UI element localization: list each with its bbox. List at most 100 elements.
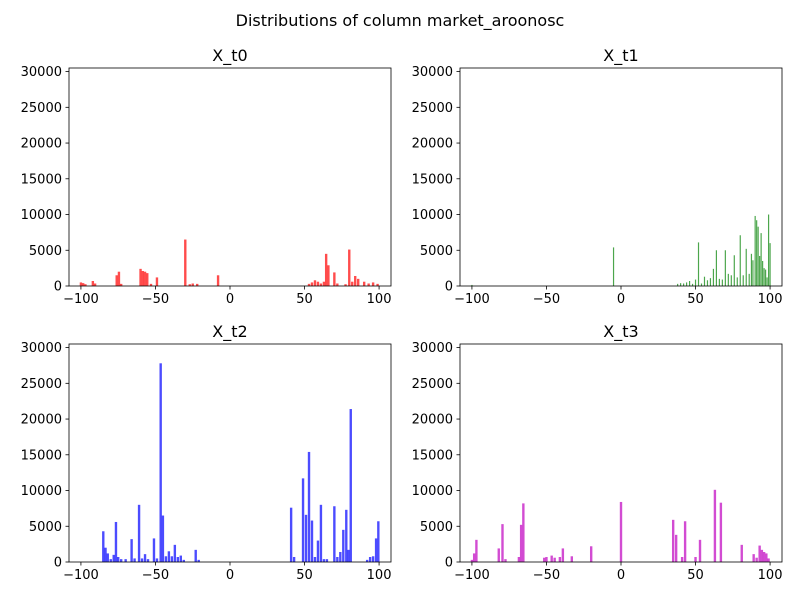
- histogram-bar: [739, 235, 741, 286]
- histogram-bar: [342, 529, 345, 562]
- histogram-bar: [758, 545, 761, 562]
- histogram-bar: [374, 538, 378, 562]
- y-tick-label: 5000: [420, 520, 453, 535]
- y-tick-label: 0: [54, 280, 62, 295]
- histogram-bar: [683, 283, 685, 286]
- y-tick-label: 25000: [412, 377, 453, 392]
- histogram-bar: [769, 243, 771, 286]
- histogram-bar: [674, 534, 678, 562]
- x-tick-label: 100: [758, 292, 783, 307]
- histogram-bar: [691, 283, 694, 286]
- histogram-bar: [376, 283, 379, 286]
- subplot-title: X_t0: [212, 46, 247, 66]
- histogram-bar: [760, 233, 762, 286]
- y-tick-label: 15000: [412, 448, 453, 463]
- histogram-bar: [104, 547, 107, 562]
- histogram-bar: [164, 556, 168, 562]
- histogram-bar: [700, 283, 703, 286]
- histogram-bar: [470, 559, 474, 562]
- figure-title: Distributions of column market_aroonosc: [236, 11, 565, 31]
- x-tick-label: 100: [367, 568, 392, 583]
- x-tick-label: −50: [533, 292, 560, 307]
- x-tick-label: −100: [63, 292, 99, 307]
- histogram-bar: [114, 521, 118, 562]
- histogram-bar: [767, 214, 770, 286]
- histogram-bar: [93, 283, 97, 286]
- histogram-bar: [149, 283, 153, 286]
- histogram-bar: [159, 363, 162, 562]
- histogram-bar: [501, 524, 504, 562]
- histogram-bar: [188, 284, 191, 286]
- histogram-bar: [336, 557, 339, 562]
- y-tick-label: 20000: [21, 413, 62, 428]
- y-tick-label: 15000: [412, 172, 453, 187]
- histogram-bar: [304, 514, 308, 562]
- histogram-bar: [146, 559, 150, 562]
- histogram-bar: [141, 270, 144, 286]
- histogram-bar: [91, 281, 95, 286]
- x-tick-label: 50: [296, 568, 313, 583]
- x-tick-label: 0: [617, 292, 625, 307]
- histogram-bar: [152, 538, 156, 562]
- histogram-bar: [327, 265, 330, 286]
- histogram-bar: [167, 551, 171, 562]
- histogram-bar: [703, 276, 706, 286]
- histogram-bar: [316, 540, 320, 562]
- histogram-bar: [497, 548, 500, 562]
- x-tick-label: 0: [617, 568, 625, 583]
- histogram-bar: [137, 504, 141, 562]
- histogram-bar: [139, 268, 142, 286]
- x-tick-label: 100: [758, 568, 783, 583]
- histogram-bar: [313, 280, 317, 286]
- histogram-bar: [694, 557, 697, 562]
- histogram-bar: [173, 544, 177, 562]
- histogram-bar: [362, 281, 366, 286]
- histogram-bar: [292, 557, 296, 562]
- histogram-bar: [301, 478, 305, 562]
- x-tick-label: −50: [142, 292, 169, 307]
- histogram-bar: [762, 551, 766, 562]
- histogram-bar: [84, 284, 87, 286]
- y-tick-label: 20000: [412, 137, 453, 152]
- histogram-bar: [347, 549, 350, 562]
- subplot-X_t3: −100 −50 0 50 100 0 5000 10000 15000 20000 25000 30…: [412, 322, 783, 583]
- histogram-bar: [109, 559, 112, 562]
- subplot-X_t2: −100 −50 0 50 100 0 5000 10000 15000 20000 25000 30…: [21, 322, 392, 583]
- histogram-bar: [119, 559, 123, 562]
- y-tick-label: 30000: [412, 65, 453, 80]
- histogram-bar: [471, 284, 473, 286]
- histogram-bar: [325, 559, 329, 562]
- histogram-bar: [742, 275, 744, 286]
- histogram-bar: [760, 549, 764, 562]
- histogram-bar: [316, 281, 320, 286]
- y-tick-label: 10000: [21, 484, 62, 499]
- y-tick-label: 5000: [29, 244, 62, 259]
- histogram-bar: [322, 281, 326, 286]
- histogram-bar: [733, 255, 735, 286]
- histogram-bar: [519, 524, 523, 562]
- histogram-bar: [745, 248, 747, 286]
- y-tick-label: 25000: [21, 377, 62, 392]
- histogram-bar: [119, 283, 123, 286]
- histogram-bar: [106, 553, 109, 562]
- histogram-bar: [680, 557, 684, 562]
- histogram-bar: [357, 278, 360, 286]
- histogram-bars: [470, 489, 770, 562]
- histogram-bar: [146, 273, 149, 286]
- histogram-bar: [196, 283, 199, 286]
- histogram-bar: [371, 282, 375, 286]
- histogram-bar: [344, 284, 347, 286]
- y-tick-label: 30000: [412, 341, 453, 356]
- histogram-bar: [319, 504, 323, 562]
- histogram-bar: [133, 558, 136, 562]
- histogram-bar: [522, 503, 525, 562]
- subplot-X_t0: −100 −50 0 50 100 0 5000 10000 15000 20000 25000 30…: [21, 46, 392, 307]
- histogram-bar: [191, 283, 194, 286]
- x-tick-label: −100: [454, 568, 490, 583]
- y-tick-label: 10000: [21, 208, 62, 223]
- y-tick-label: 5000: [420, 244, 453, 259]
- x-tick-label: 0: [226, 292, 234, 307]
- histogram-bar: [184, 239, 187, 286]
- histogram-bar: [750, 253, 753, 286]
